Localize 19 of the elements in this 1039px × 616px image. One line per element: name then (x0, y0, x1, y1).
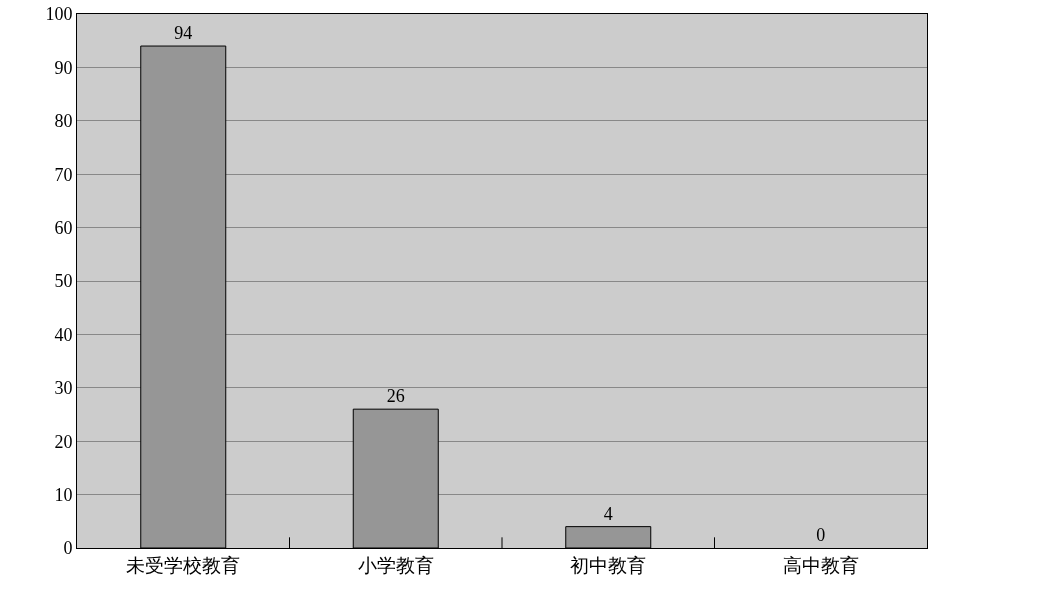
y-tick-label: 90 (54, 57, 73, 78)
y-tick-label: 50 (54, 271, 73, 292)
data-label: 4 (603, 503, 613, 524)
x-tick-label: 未受学校教育 (126, 553, 241, 576)
y-tick-label: 0 (63, 538, 73, 559)
x-tick-label: 初中教育 (570, 553, 647, 576)
x-tick-label: 高中教育 (782, 553, 859, 576)
y-tick-label: 60 (54, 217, 73, 238)
x-tick-label: 小学教育 (357, 553, 434, 576)
y-tick-label: 100 (45, 4, 73, 25)
data-label: 0 (816, 525, 826, 545)
y-tick-label: 20 (54, 431, 73, 452)
y-tick-label: 10 (54, 484, 73, 505)
y-tick-label: 80 (54, 111, 73, 132)
y-tick-label: 70 (54, 164, 73, 185)
y-tick-label: 40 (54, 324, 73, 345)
data-label: 26 (386, 386, 405, 407)
y-tick-label: 30 (54, 378, 73, 399)
data-label: 94 (174, 23, 193, 44)
